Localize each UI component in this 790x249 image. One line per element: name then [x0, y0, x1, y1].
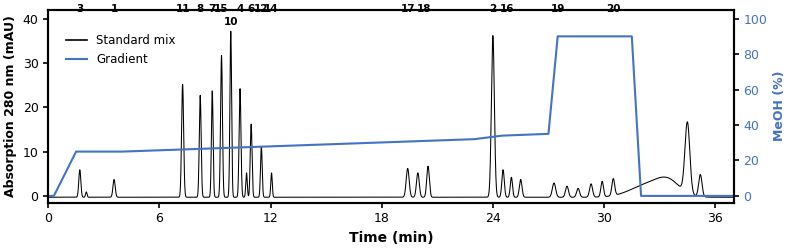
Text: 7: 7 [209, 4, 216, 14]
Y-axis label: MeOH (%): MeOH (%) [773, 71, 786, 141]
Y-axis label: Absorption 280 nm (mAU): Absorption 280 nm (mAU) [4, 15, 17, 197]
Text: 15: 15 [214, 4, 229, 14]
Text: 8: 8 [197, 4, 204, 14]
Text: 10: 10 [224, 17, 238, 27]
X-axis label: Time (min): Time (min) [348, 231, 433, 245]
Text: 19: 19 [551, 4, 565, 14]
Text: 6: 6 [247, 4, 254, 14]
Text: 20: 20 [606, 4, 620, 14]
Text: 4: 4 [236, 4, 244, 14]
Text: 16: 16 [499, 4, 514, 14]
Text: 11: 11 [175, 4, 190, 14]
Text: 17: 17 [401, 4, 415, 14]
Text: 3: 3 [76, 4, 84, 14]
Text: 18: 18 [417, 4, 431, 14]
Text: 2: 2 [489, 4, 496, 14]
Text: 14: 14 [264, 4, 279, 14]
Legend: Standard mix, Gradient: Standard mix, Gradient [61, 29, 181, 70]
Text: 1: 1 [111, 4, 118, 14]
Text: 12: 12 [254, 4, 269, 14]
